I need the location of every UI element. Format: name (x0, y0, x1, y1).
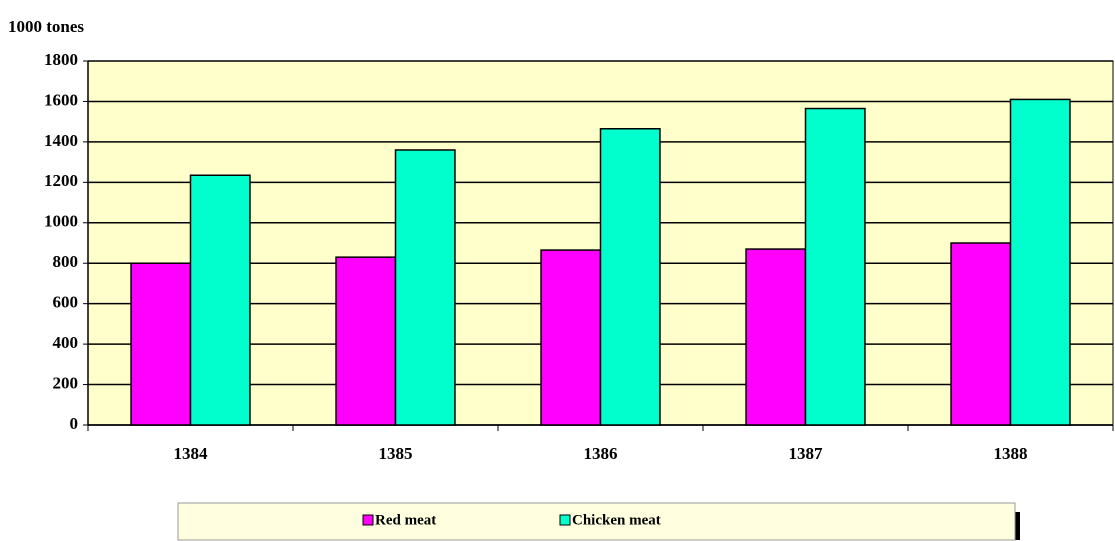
bar (804, 107, 866, 426)
y-tick-label: 400 (53, 333, 79, 352)
y-tick-label: 1000 (44, 212, 78, 231)
legend-shadow (1015, 512, 1020, 540)
legend (177, 502, 1016, 541)
y-tick-label: 1800 (44, 50, 78, 69)
y-tick-label: 200 (53, 373, 79, 392)
y-tick-label: 600 (53, 293, 79, 312)
x-tick-label: 1384 (174, 444, 209, 463)
legend-swatch (559, 514, 571, 526)
bar (950, 242, 1012, 426)
bar (1009, 98, 1071, 426)
x-tick-label: 1386 (584, 444, 618, 463)
x-tick-label: 1388 (994, 444, 1028, 463)
y-tick-label: 1200 (44, 171, 78, 190)
bar (130, 262, 192, 426)
y-tick-label: 0 (70, 414, 79, 433)
legend-swatch (362, 514, 374, 526)
y-tick-label: 1600 (44, 90, 78, 109)
bar (540, 249, 602, 426)
y-tick-label: 800 (53, 252, 79, 271)
x-tick-label: 1385 (379, 444, 413, 463)
legend-label: Red meat (375, 512, 436, 528)
bar (599, 127, 661, 426)
legend-label: Chicken meat (572, 512, 661, 528)
bar (394, 149, 456, 426)
bar (335, 256, 397, 426)
bar (189, 174, 251, 426)
bar (745, 248, 807, 426)
y-tick-label: 1400 (44, 131, 78, 150)
x-tick-label: 1387 (789, 444, 824, 463)
y-axis-label: 1000 tones (8, 17, 84, 36)
